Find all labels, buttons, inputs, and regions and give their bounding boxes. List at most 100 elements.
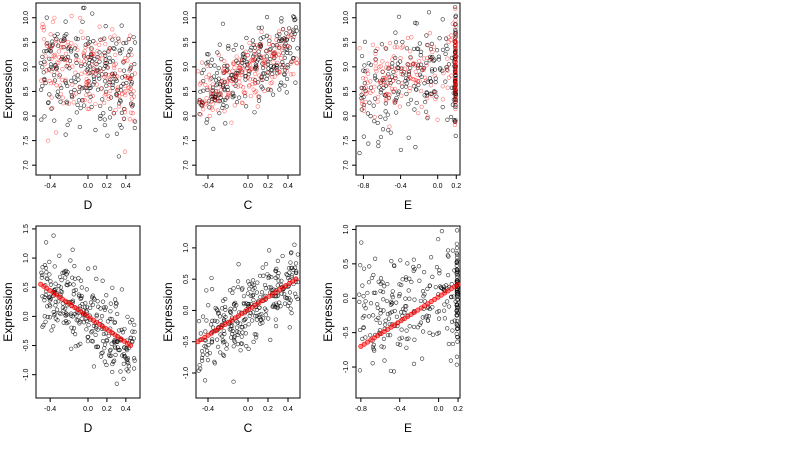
observed-point: [415, 46, 421, 52]
observed-point: [85, 36, 90, 41]
observed-point: [389, 299, 394, 304]
observed-point: [74, 110, 79, 115]
observed-point: [427, 283, 433, 288]
observed-point: [455, 228, 460, 233]
observed-point: [212, 63, 217, 68]
observed-point: [67, 118, 72, 123]
observed-point: [44, 49, 49, 54]
observed-point: [444, 67, 450, 72]
fitted-point: [381, 82, 387, 88]
observed-point: [423, 315, 428, 320]
fitted-point: [373, 51, 378, 56]
observed-point: [254, 307, 259, 312]
observed-point: [251, 283, 256, 288]
observed-point: [251, 310, 256, 315]
observed-point: [102, 122, 107, 128]
observed-point: [220, 105, 225, 110]
fitted-point: [407, 88, 412, 94]
observed-point: [420, 356, 425, 361]
observed-point: [424, 60, 429, 66]
x-tick-label: -0.8: [355, 406, 367, 413]
observed-point: [454, 241, 459, 246]
fitted-point: [197, 97, 202, 103]
y-tick-label: 7.5: [343, 136, 350, 146]
observed-point: [422, 269, 427, 275]
observed-point: [220, 82, 226, 88]
observed-point: [121, 68, 127, 73]
observed-point: [274, 33, 279, 38]
fitted-point: [250, 82, 255, 87]
observed-point: [434, 48, 440, 53]
observed-point: [220, 352, 226, 357]
observed-point: [82, 54, 87, 59]
observed-point: [402, 310, 407, 315]
observed-point: [362, 81, 367, 86]
fitted-point: [384, 91, 389, 96]
observed-point: [115, 311, 120, 317]
fitted-point: [411, 77, 416, 82]
fitted-point: [240, 72, 245, 77]
y-axis-label: Expression: [321, 59, 335, 118]
observed-point: [385, 281, 390, 287]
x-tick-label: -0.4: [44, 406, 56, 413]
observed-point: [119, 327, 124, 332]
observed-point: [44, 15, 49, 20]
observed-point: [406, 102, 411, 107]
y-tick-label: 8.0: [23, 111, 30, 121]
observed-point: [413, 145, 418, 150]
observed-point: [108, 309, 113, 314]
fitted-point: [102, 93, 107, 98]
plot-frame: [355, 225, 461, 399]
fitted-point: [201, 99, 206, 104]
observed-point: [103, 305, 108, 310]
observed-point: [249, 318, 255, 323]
fitted-point: [266, 41, 272, 47]
y-axis-label: Expression: [321, 282, 335, 341]
observed-point: [258, 321, 263, 326]
observed-point: [279, 291, 284, 296]
fitted-point: [411, 61, 416, 66]
observed-point: [295, 46, 300, 51]
observed-point: [430, 55, 435, 60]
observed-point: [427, 76, 433, 81]
observed-point: [76, 276, 81, 281]
observed-point: [361, 303, 367, 308]
observed-point: [223, 307, 228, 312]
observed-point: [385, 311, 390, 317]
observed-point: [44, 240, 49, 245]
observed-point: [446, 304, 452, 309]
y-axis-label: Expression: [1, 282, 15, 341]
fitted-point: [43, 54, 48, 59]
observed-point: [119, 287, 124, 292]
observed-point: [266, 275, 271, 281]
observed-point: [46, 100, 51, 105]
observed-point: [389, 259, 394, 264]
observed-point: [102, 359, 107, 364]
fitted-point: [445, 56, 450, 61]
fitted-point: [127, 85, 132, 90]
observed-point: [443, 51, 448, 56]
observed-point: [396, 89, 401, 94]
fitted-point: [446, 75, 451, 80]
observed-point: [453, 133, 458, 138]
observed-point: [206, 303, 211, 308]
observed-point: [48, 282, 53, 287]
fitted-point: [61, 38, 66, 44]
observed-point: [91, 323, 96, 328]
observed-point: [288, 260, 293, 265]
fitted-point: [224, 81, 229, 86]
observed-point: [383, 116, 388, 121]
observed-point: [445, 248, 451, 253]
fitted-point: [237, 65, 242, 70]
fitted-point: [389, 86, 395, 92]
observed-point: [131, 356, 137, 361]
fitted-point: [71, 100, 76, 105]
fitted-point: [197, 100, 203, 105]
fitted-point: [93, 101, 98, 107]
y-tick-label: 7.0: [183, 160, 190, 170]
observed-point: [113, 339, 118, 344]
observed-point: [231, 302, 237, 307]
observed-point: [391, 263, 397, 268]
observed-point: [417, 72, 423, 77]
fitted-point: [441, 71, 446, 76]
